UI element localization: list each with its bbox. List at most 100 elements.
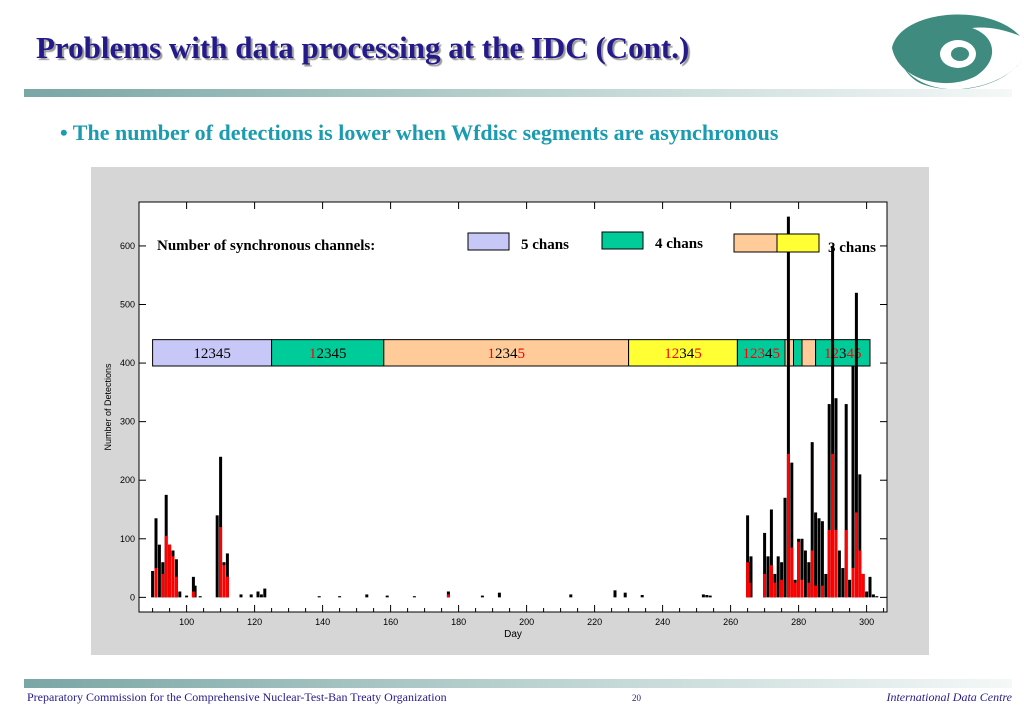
bar-s0-1 bbox=[154, 518, 158, 598]
x-tick-label-5: 200 bbox=[519, 617, 534, 627]
bullet-point: • The number of detections is lower when… bbox=[60, 120, 779, 145]
legend-title: Number of synchronous channels: bbox=[157, 238, 375, 254]
bar-s0-70 bbox=[865, 591, 869, 598]
segment-label-2: 12345 bbox=[487, 346, 525, 362]
legend-swatch-3-chans-a bbox=[733, 233, 778, 253]
x-tick-label-3: 160 bbox=[383, 617, 398, 627]
bar-s0-41 bbox=[766, 556, 770, 598]
bar-s0-53 bbox=[807, 562, 811, 598]
bar-s0-11 bbox=[193, 585, 197, 598]
detections-chart: 123451234512345123451234512345 100120140… bbox=[103, 201, 888, 640]
bar-s0-23 bbox=[338, 596, 342, 598]
bar-s1-3 bbox=[168, 544, 172, 598]
bar-s0-48 bbox=[790, 462, 794, 598]
bar-s1-20 bbox=[797, 541, 801, 598]
bar-s0-24 bbox=[365, 594, 369, 598]
legend-swatch-3-chans-b bbox=[776, 233, 820, 253]
bar-s0-71 bbox=[868, 576, 872, 598]
slide-title: Problems with data processing at the IDC… bbox=[36, 30, 690, 65]
bar-s1-30 bbox=[851, 568, 855, 598]
x-tick-label-1: 120 bbox=[247, 617, 262, 627]
segment-1 bbox=[271, 339, 385, 367]
bar-s1-7 bbox=[219, 527, 223, 598]
bar-s0-58 bbox=[824, 573, 828, 598]
legend-label-3-chans: 3 chans bbox=[828, 240, 876, 256]
header-divider-bar bbox=[24, 89, 1012, 97]
bar-s0-22 bbox=[317, 596, 321, 598]
bar-s1-22 bbox=[807, 582, 811, 598]
bar-s0-67 bbox=[854, 292, 858, 598]
segment-label-0: 12345 bbox=[193, 346, 231, 362]
bar-s0-54 bbox=[810, 442, 814, 598]
bar-s1-17 bbox=[786, 453, 790, 598]
bar-s1-15 bbox=[773, 582, 777, 598]
bar-s1-19 bbox=[793, 582, 797, 598]
segment-label-1: 12345 bbox=[309, 346, 347, 362]
bar-s0-37 bbox=[746, 515, 750, 598]
bar-s1-2 bbox=[164, 535, 168, 598]
bar-s0-52 bbox=[803, 550, 807, 598]
segment-label-4: 12345 bbox=[742, 346, 780, 362]
bar-s1-18 bbox=[790, 547, 794, 598]
bar-s0-64 bbox=[844, 404, 848, 598]
bar-s1-0 bbox=[154, 568, 158, 598]
y-tick-label-5: 500 bbox=[120, 300, 135, 310]
footer-centre-name: International Data Centre bbox=[886, 690, 1012, 704]
bar-s0-35 bbox=[705, 595, 709, 598]
bar-s1-29 bbox=[844, 530, 848, 598]
x-tick-label-6: 220 bbox=[587, 617, 602, 627]
bar-s0-10 bbox=[191, 576, 195, 598]
bar-s0-18 bbox=[249, 594, 253, 598]
x-tick-label-9: 280 bbox=[791, 617, 806, 627]
bar-s0-29 bbox=[497, 592, 501, 598]
bar-s0-26 bbox=[412, 596, 416, 598]
bar-s1-13 bbox=[763, 573, 767, 598]
bar-s0-62 bbox=[837, 550, 841, 598]
bar-s0-9 bbox=[185, 595, 189, 598]
bar-s0-12 bbox=[198, 596, 202, 598]
y-tick-label-6: 600 bbox=[120, 241, 135, 251]
ctbto-eye-logo-icon bbox=[892, 14, 1022, 90]
bar-s0-65 bbox=[848, 579, 852, 598]
bar-s0-68 bbox=[858, 474, 862, 598]
x-tick-label-8: 260 bbox=[723, 617, 738, 627]
bar-s0-46 bbox=[783, 497, 787, 598]
bar-s1-6 bbox=[191, 591, 195, 598]
bar-s0-59 bbox=[827, 404, 831, 598]
bar-s1-8 bbox=[222, 565, 226, 598]
bar-s1-5 bbox=[174, 576, 178, 598]
bar-s0-21 bbox=[263, 588, 267, 598]
segment-6 bbox=[793, 339, 803, 367]
bar-s1-10 bbox=[446, 594, 450, 598]
x-tick-label-10: 300 bbox=[859, 617, 874, 627]
bar-s1-31 bbox=[854, 512, 858, 598]
bar-s1-33 bbox=[861, 573, 865, 598]
bar-s0-2 bbox=[157, 544, 161, 598]
bar-s0-73 bbox=[875, 596, 879, 598]
bar-s0-31 bbox=[613, 590, 617, 598]
bar-s1-11 bbox=[746, 562, 750, 598]
y-tick-label-3: 300 bbox=[120, 417, 135, 427]
segment-4 bbox=[736, 339, 786, 367]
bar-s0-60 bbox=[831, 245, 835, 598]
bar-s0-19 bbox=[256, 591, 260, 598]
bar-s1-32 bbox=[858, 550, 862, 598]
page-number: 20 bbox=[632, 693, 641, 703]
legend-label-4-chans: 4 chans bbox=[655, 236, 703, 252]
bar-s1-25 bbox=[820, 585, 824, 598]
segment-8 bbox=[815, 339, 871, 367]
bar-s1-9 bbox=[225, 576, 229, 598]
bar-s0-56 bbox=[817, 518, 821, 598]
bar-s0-47 bbox=[786, 216, 790, 598]
bar-s0-44 bbox=[776, 556, 780, 598]
legend-swatch-5-chans bbox=[467, 232, 510, 251]
y-tick-label-1: 100 bbox=[120, 534, 135, 544]
bar-s0-8 bbox=[178, 591, 182, 598]
y-tick-label-2: 200 bbox=[120, 475, 135, 485]
bar-s0-33 bbox=[640, 595, 644, 598]
bar-s1-16 bbox=[780, 579, 784, 598]
bar-s1-14 bbox=[769, 565, 773, 598]
bar-s0-28 bbox=[480, 595, 484, 598]
bar-s0-36 bbox=[708, 595, 712, 598]
chart-panel: 123451234512345123451234512345 100120140… bbox=[91, 167, 929, 655]
